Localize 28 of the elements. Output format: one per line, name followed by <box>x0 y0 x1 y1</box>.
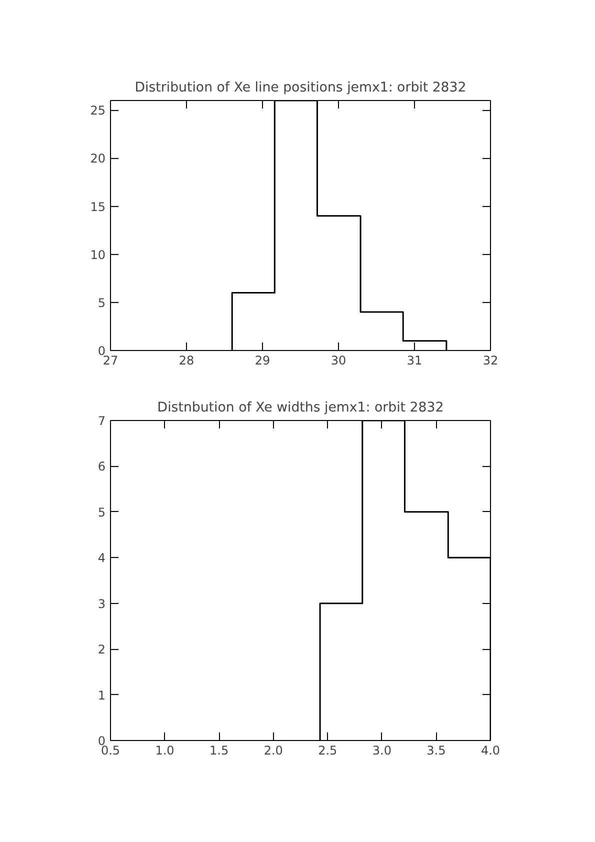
y-tick-label: 3 <box>98 596 106 611</box>
y-tick-label: 6 <box>98 460 106 474</box>
x-tick-label: 3.5 <box>426 744 446 758</box>
x-tick-label: 4.0 <box>480 744 500 758</box>
y-tick-label: 10 <box>90 248 106 262</box>
x-tick-label: 2.5 <box>318 744 338 758</box>
x-tick-label: 32 <box>482 354 498 368</box>
x-tick-label: 3.0 <box>372 744 392 758</box>
x-tick-label: 31 <box>406 354 422 368</box>
y-tick-label: 5 <box>98 296 106 310</box>
y-tick-label: 5 <box>98 505 106 520</box>
y-tick-label: 1 <box>98 688 106 702</box>
x-tick-label: 1.5 <box>210 744 229 758</box>
x-tick-label: 2.0 <box>264 744 283 758</box>
y-tick-label: 25 <box>90 104 106 118</box>
x-tick-label: 29 <box>254 354 270 368</box>
x-tick-label: 27 <box>102 354 118 368</box>
y-tick-label: 15 <box>90 200 106 214</box>
x-tick-label: 30 <box>330 354 346 368</box>
y-tick-label: 2 <box>98 642 106 657</box>
y-tick-label: 7 <box>98 414 106 428</box>
y-tick-label: 20 <box>90 152 106 166</box>
x-tick-label: 28 <box>178 354 194 368</box>
x-tick-label: 1.0 <box>155 744 174 758</box>
x-tick-label: 0.5 <box>100 744 120 758</box>
chart-title: Distnbution of Xe widths jemx1: orbit 2832 <box>157 400 444 416</box>
y-tick-label: 4 <box>98 551 106 566</box>
chart-title: Distribution of Xe line positions jemx1: orbit 2832 <box>134 80 466 96</box>
